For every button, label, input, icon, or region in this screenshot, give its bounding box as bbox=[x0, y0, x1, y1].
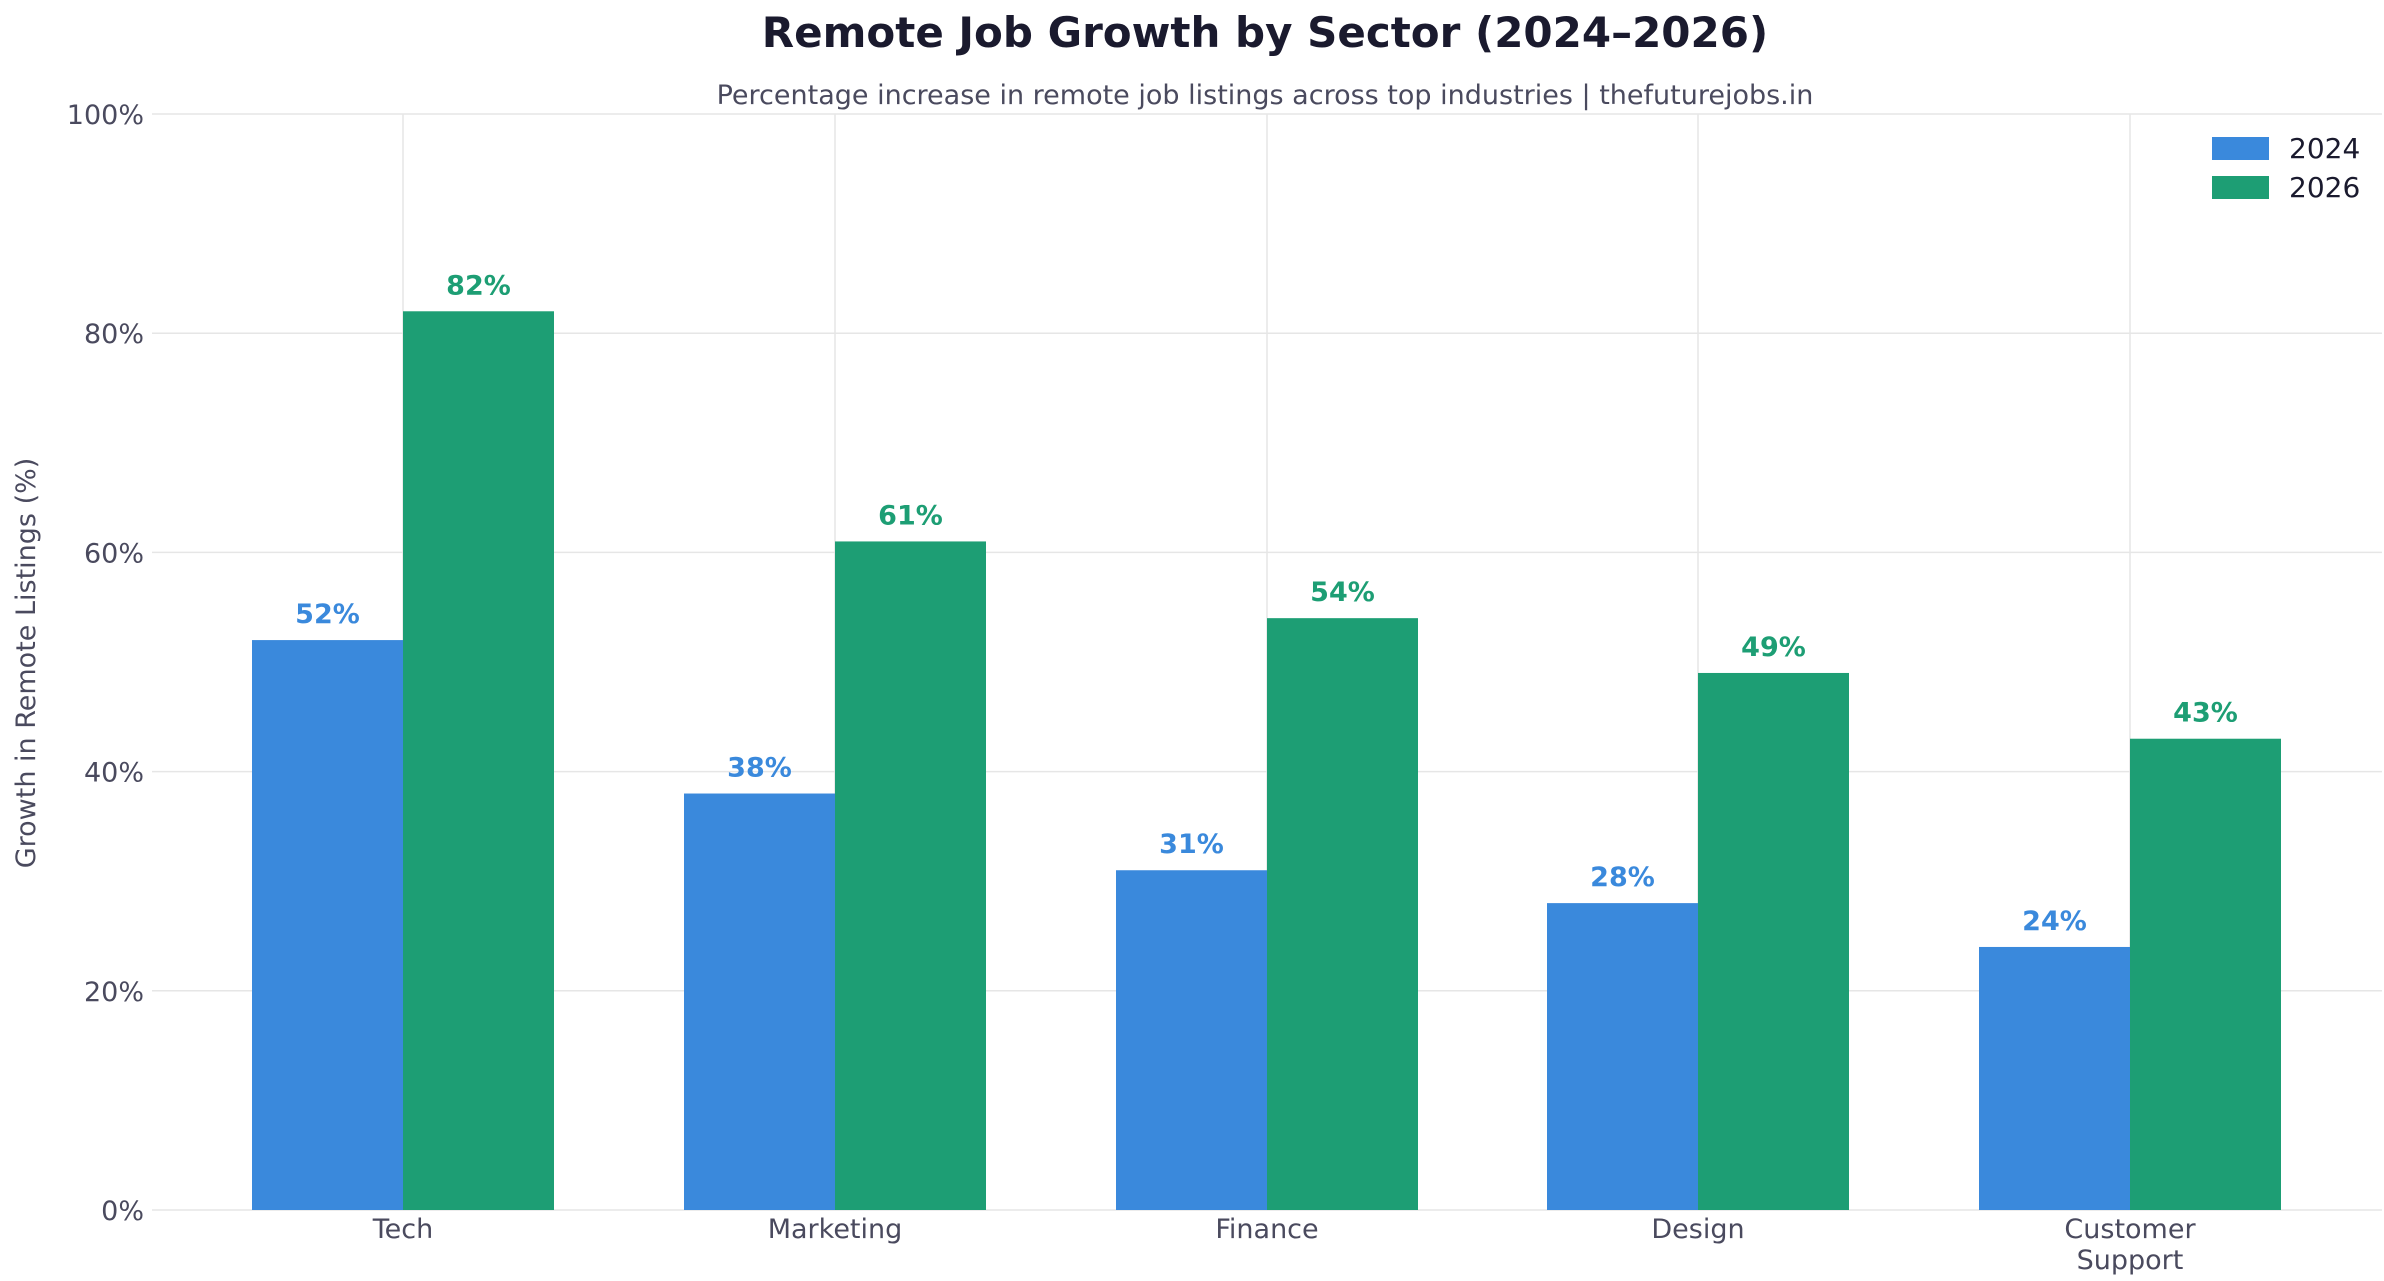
chart-subtitle: Percentage increase in remote job listin… bbox=[717, 80, 1814, 111]
bar-2026-tech bbox=[403, 311, 554, 1210]
y-axis: 0% 20% 40% 60% 80% 100% bbox=[67, 100, 144, 1227]
data-label: 52% bbox=[295, 599, 360, 630]
y-tick-label: 80% bbox=[84, 319, 144, 350]
bar-2024-marketing bbox=[684, 793, 835, 1210]
x-axis: Tech Marketing Finance Design Customer Suppor… bbox=[372, 1214, 2197, 1276]
data-label: 54% bbox=[1310, 577, 1375, 608]
bar-2024-design bbox=[1547, 903, 1698, 1210]
x-tick-label: Tech bbox=[372, 1214, 433, 1245]
x-tick-label: Marketing bbox=[768, 1214, 903, 1245]
legend-label-2026: 2026 bbox=[2289, 171, 2360, 204]
bar-2024-tech bbox=[252, 640, 403, 1210]
legend-label-2024: 2024 bbox=[2289, 132, 2360, 165]
legend-swatch-2026 bbox=[2212, 176, 2269, 199]
data-label: 82% bbox=[446, 270, 511, 301]
legend: 2024 2026 bbox=[2212, 132, 2360, 204]
data-label: 49% bbox=[1741, 632, 1806, 663]
x-tick-label: Finance bbox=[1215, 1214, 1318, 1245]
bar-2026-finance bbox=[1267, 618, 1418, 1210]
legend-swatch-2024 bbox=[2212, 137, 2269, 160]
bar-2026-customer-support bbox=[2130, 738, 2281, 1210]
data-labels: 52% 38% 31% 28% 24% 82% 61% 54% 49% 43% bbox=[295, 270, 2238, 937]
y-tick-label: 100% bbox=[67, 100, 144, 131]
data-label: 38% bbox=[727, 753, 792, 784]
bar-2024-customer-support bbox=[1979, 946, 2130, 1210]
y-tick-label: 40% bbox=[84, 758, 144, 789]
y-tick-label: 20% bbox=[84, 977, 144, 1008]
data-label: 24% bbox=[2022, 906, 2087, 937]
x-tick-label: Customer Support bbox=[2064, 1214, 2196, 1276]
chart-title: Remote Job Growth by Sector (2024–2026) bbox=[762, 8, 1768, 57]
y-axis-title: Growth in Remote Listings (%) bbox=[11, 458, 42, 869]
bar-2026-design bbox=[1698, 672, 1849, 1210]
y-tick-label: 60% bbox=[84, 538, 144, 569]
y-tick-label: 0% bbox=[101, 1196, 144, 1227]
bar-2024-finance bbox=[1116, 870, 1267, 1210]
data-label: 43% bbox=[2173, 698, 2238, 729]
data-label: 61% bbox=[878, 500, 943, 531]
data-label: 28% bbox=[1590, 862, 1655, 893]
data-label: 31% bbox=[1159, 829, 1224, 860]
x-tick-label: Design bbox=[1651, 1214, 1744, 1245]
bar-2026-marketing bbox=[835, 541, 986, 1210]
bars bbox=[252, 311, 2281, 1210]
